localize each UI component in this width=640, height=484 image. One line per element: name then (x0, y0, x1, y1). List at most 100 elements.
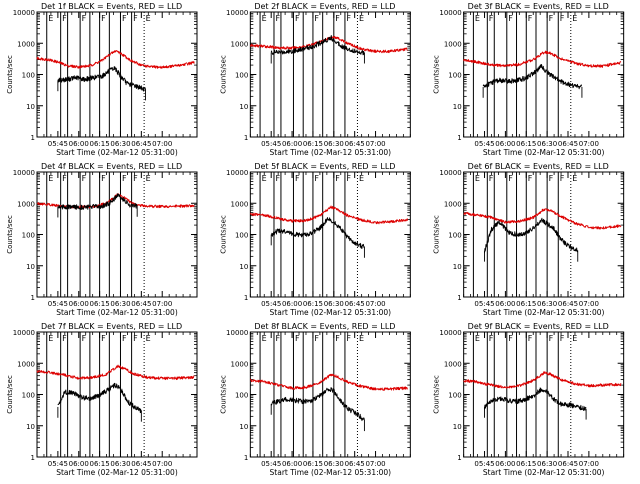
y-tick-label: 1 (31, 294, 35, 302)
time-marker-label: F (275, 174, 280, 183)
x-tick-label: 06:30 (110, 300, 130, 308)
time-marker-label: E (359, 334, 364, 343)
x-tick-label: 06:30 (324, 300, 344, 308)
x-tick-label: 06:15 (516, 460, 536, 468)
time-marker-label: F (101, 174, 106, 183)
lld-series-line (249, 205, 408, 225)
y-tick-label: 1 (244, 294, 248, 302)
y-axis-label: Counts/sec (6, 215, 14, 254)
lld-series-line (249, 373, 408, 391)
time-marker-label: F (489, 14, 494, 23)
y-tick-label: 100 (22, 392, 35, 400)
time-marker-label: E (475, 14, 480, 23)
detector-panel: Det 2f BLACK = Events, RED = LLD 1 10 100 10… (219, 2, 411, 157)
y-tick-label: 10000 (439, 329, 461, 337)
x-tick-label: 06:00 (495, 300, 515, 308)
y-tick-label: 1000 (444, 360, 462, 368)
x-axis-label: Start Time (02-Mar-12 05:31:00) (56, 148, 178, 157)
panel-title: Det 7f BLACK = Events, RED = LLD (41, 322, 182, 331)
y-tick-label: 1 (244, 134, 248, 142)
x-tick-label: 06:15 (516, 140, 536, 148)
y-tick-label: 1000 (231, 200, 249, 208)
x-tick-label: 06:15 (303, 460, 323, 468)
x-axis-label: Start Time (02-Mar-12 05:31:00) (483, 148, 605, 157)
y-tick-label: 10 (239, 263, 248, 271)
x-tick-label: 07:00 (365, 140, 385, 148)
x-axis-label: Start Time (02-Mar-12 05:31:00) (270, 148, 392, 157)
time-marker-label: F (560, 14, 565, 23)
x-tick-label: 06:15 (90, 460, 110, 468)
x-axis-label: Start Time (02-Mar-12 05:31:00) (56, 468, 178, 477)
detector-panel: Det 1f BLACK = Events, RED = LLD 1 10 100 10… (6, 2, 198, 157)
x-tick-label: 06:00 (69, 460, 89, 468)
y-tick-label: 10000 (226, 329, 248, 337)
time-marker-label: E (48, 334, 53, 343)
time-marker-label: E (262, 334, 267, 343)
x-tick-label: 06:30 (537, 460, 557, 468)
x-tick-label: 05:45 (474, 460, 494, 468)
x-axis-label: Start Time (02-Mar-12 05:31:00) (270, 468, 392, 477)
y-tick-label: 10000 (13, 169, 35, 177)
x-tick-label: 06:15 (516, 300, 536, 308)
x-tick-label: 05:45 (48, 460, 68, 468)
x-tick-label: 07:00 (152, 300, 172, 308)
detector-panel: Det 4f BLACK = Events, RED = LLD 1 10 100 10… (6, 162, 198, 317)
x-tick-label: 06:00 (69, 300, 89, 308)
time-marker-label: F (508, 334, 513, 343)
x-tick-label: 06:30 (110, 460, 130, 468)
time-marker-label: F (549, 334, 554, 343)
time-marker-label: F (560, 334, 565, 343)
time-marker-label: F (82, 334, 87, 343)
y-tick-label: 1 (31, 134, 35, 142)
x-tick-label: 06:30 (537, 140, 557, 148)
events-series-line (270, 387, 365, 422)
x-tick-label: 06:45 (131, 140, 151, 148)
time-marker-label: F (133, 174, 138, 183)
y-tick-label: 1000 (17, 40, 35, 48)
x-tick-label: 07:00 (152, 140, 172, 148)
panel-title: Det 5f BLACK = Events, RED = LLD (254, 162, 395, 171)
y-axis-label: Counts/sec (219, 215, 227, 254)
time-marker-label: E (146, 334, 151, 343)
x-tick-label: 06:45 (345, 460, 365, 468)
panel-title: Det 8f BLACK = Events, RED = LLD (254, 322, 395, 331)
x-tick-label: 06:00 (282, 460, 302, 468)
x-tick-label: 05:45 (261, 140, 281, 148)
y-tick-label: 1000 (231, 40, 249, 48)
time-marker-label: F (275, 14, 280, 23)
time-marker-label: F (314, 174, 319, 183)
y-tick-label: 100 (448, 392, 461, 400)
lld-series-line (36, 364, 195, 381)
time-marker-label: F (528, 174, 533, 183)
x-tick-label: 06:45 (131, 460, 151, 468)
x-tick-label: 06:45 (558, 300, 578, 308)
time-marker-label: F (549, 14, 554, 23)
detector-panel: Det 7f BLACK = Events, RED = LLD 1 10 100 10… (6, 322, 198, 477)
time-marker-label: F (489, 174, 494, 183)
events-series-line (270, 217, 365, 249)
events-series-line (484, 217, 579, 254)
time-marker-label: F (335, 334, 340, 343)
time-marker-label: E (572, 334, 577, 343)
time-marker-label: F (346, 334, 351, 343)
time-marker-label: F (528, 334, 533, 343)
lld-series-line (463, 208, 622, 230)
y-tick-label: 1 (31, 454, 35, 462)
x-tick-label: 07:00 (365, 300, 385, 308)
y-tick-label: 10 (26, 103, 35, 111)
x-tick-label: 06:15 (303, 140, 323, 148)
time-marker-label: E (146, 174, 151, 183)
x-tick-label: 06:45 (131, 300, 151, 308)
time-marker-label: F (62, 174, 67, 183)
y-axis-label: Counts/sec (219, 375, 227, 414)
x-tick-label: 06:00 (69, 140, 89, 148)
y-tick-label: 10000 (439, 9, 461, 17)
time-marker-label: F (122, 14, 127, 23)
time-marker-label: F (508, 174, 513, 183)
time-marker-label: F (346, 174, 351, 183)
time-marker-label: F (549, 174, 554, 183)
time-marker-label: F (560, 174, 565, 183)
x-tick-label: 07:00 (579, 140, 599, 148)
